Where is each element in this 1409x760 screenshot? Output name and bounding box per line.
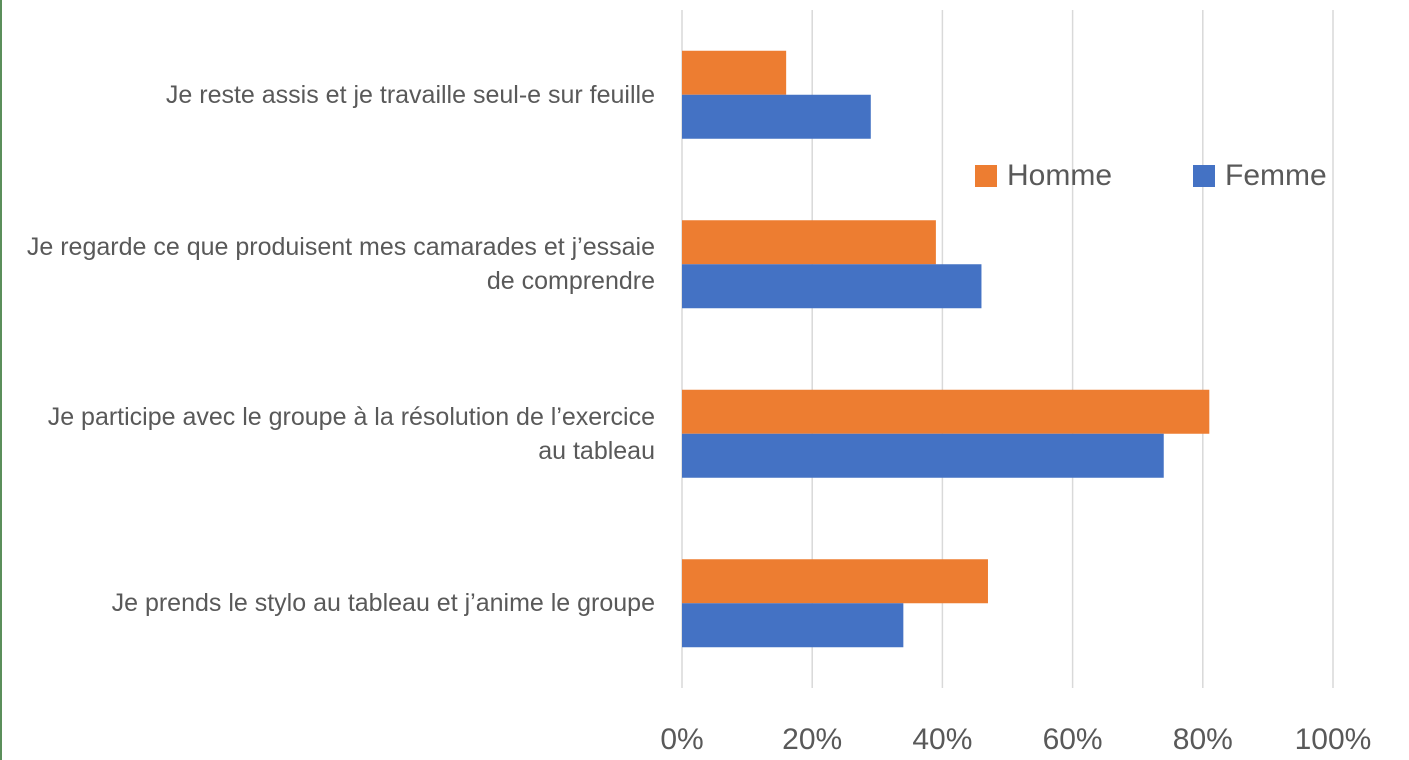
x-tick-label: 0% (660, 723, 703, 756)
legend-label: Femme (1225, 159, 1327, 192)
bar (682, 220, 936, 265)
bar (682, 603, 904, 648)
legend-swatch (975, 165, 997, 187)
y-tick-label: Je reste assis et je travaille seul-e su… (165, 80, 655, 109)
bar (682, 559, 988, 604)
y-tick-label: Je regarde ce que produisent mes camarad… (26, 233, 655, 296)
x-tick-label: 40% (912, 723, 972, 756)
x-tick-label: 60% (1043, 723, 1103, 756)
bar (682, 94, 871, 139)
bar (682, 433, 1164, 478)
legend-swatch (1193, 165, 1215, 187)
bar (682, 50, 787, 95)
bar (682, 389, 1210, 434)
y-tick-label: Je participe avec le groupe à la résolut… (47, 402, 655, 465)
bar (682, 264, 982, 309)
legend-label: Homme (1007, 159, 1112, 192)
x-tick-label: 20% (782, 723, 842, 756)
x-tick-label: 80% (1173, 723, 1233, 756)
y-tick-label: Je prends le stylo au tableau et j’anime… (111, 589, 655, 618)
x-tick-label: 100% (1295, 723, 1372, 756)
